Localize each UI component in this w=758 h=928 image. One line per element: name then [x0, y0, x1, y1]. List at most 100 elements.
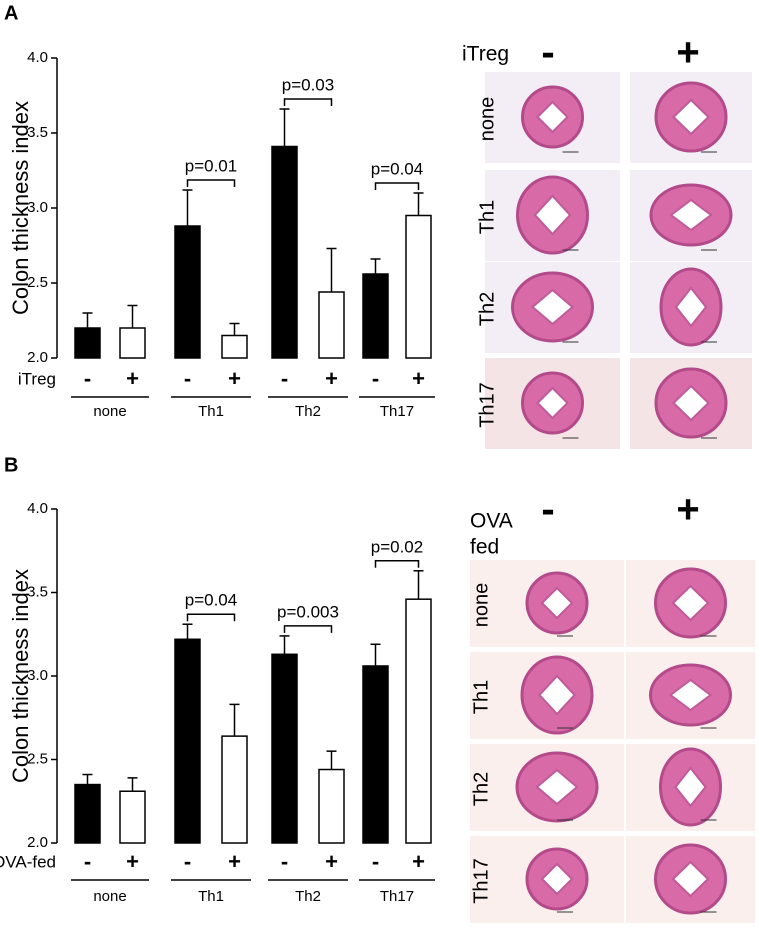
histology-row-label: Th17: [470, 858, 492, 904]
tissue-lumen: [540, 862, 574, 896]
bar: [362, 665, 389, 844]
y-tick-label: 2.5: [27, 750, 48, 767]
bar: [119, 790, 146, 844]
tissue-lumen: [671, 860, 710, 898]
y-axis-label: Colon thickness index: [8, 101, 33, 315]
bar: [271, 653, 298, 844]
tissue-lumen: [671, 584, 710, 622]
p-value: p=0.003: [277, 602, 339, 621]
significance-bracket: [374, 560, 420, 568]
y-tick-label: 2.5: [27, 274, 48, 291]
significance-bracket: [186, 613, 236, 622]
x-tick-label: -: [184, 849, 191, 874]
y-tick-label: 4.0: [27, 500, 48, 517]
panel-label: A: [4, 2, 18, 24]
x-tick-label: -: [281, 849, 288, 874]
bar: [318, 768, 345, 844]
tissue-lumen: [672, 384, 710, 422]
bar: [271, 145, 298, 359]
x-tick-label: +: [412, 366, 425, 391]
histology-header: fed: [470, 536, 499, 559]
tissue-lumen: [669, 198, 713, 232]
x-tick-label: +: [412, 849, 425, 874]
x-tick-label: +: [126, 849, 139, 874]
x-axis-label: OVA-fed: [0, 852, 56, 871]
bar: [74, 327, 101, 359]
x-tick-label: -: [372, 849, 379, 874]
y-tick-label: 3.5: [27, 124, 48, 141]
y-tick-label: 2.0: [27, 834, 48, 851]
histology-row-label: none: [470, 583, 492, 628]
tissue-lumen: [533, 194, 572, 236]
tissue-lumen: [536, 100, 569, 134]
histology-row-label: none: [476, 97, 498, 142]
bar: [174, 225, 201, 359]
group-label: Th17: [380, 888, 414, 905]
histology-row-label: Th17: [476, 382, 498, 428]
histology-column: +: [676, 488, 699, 532]
bar: [405, 214, 432, 359]
significance-bracket: [283, 625, 333, 633]
group-label: none: [93, 403, 126, 420]
tissue-lumen: [535, 768, 579, 806]
group-label: none: [93, 888, 126, 905]
tissue-lumen: [540, 586, 574, 620]
significance-bracket: [374, 182, 420, 190]
x-tick-label: -: [84, 849, 91, 874]
bar: [405, 598, 432, 844]
bar: [221, 334, 248, 359]
x-tick-label: +: [228, 366, 241, 391]
x-tick-label: -: [184, 366, 191, 391]
significance-bracket: [283, 98, 333, 106]
group-label: Th1: [198, 403, 224, 420]
histology-header: OVA: [470, 510, 513, 533]
p-value: p=0.02: [371, 537, 423, 556]
bar: [74, 783, 101, 844]
y-tick-label: 4.0: [27, 49, 48, 66]
x-tick-label: +: [228, 849, 241, 874]
bar: [362, 273, 389, 359]
tissue-lumen: [674, 766, 707, 808]
p-value: p=0.04: [371, 159, 423, 178]
histology-column: -: [541, 31, 554, 75]
histology-row-label: Th2: [470, 772, 492, 806]
bar: [318, 291, 345, 359]
bar: [221, 735, 248, 844]
bar: [119, 327, 146, 359]
y-tick-label: 3.0: [27, 667, 48, 684]
x-tick-label: -: [84, 366, 91, 391]
x-tick-label: +: [325, 366, 338, 391]
histology-column: +: [676, 31, 699, 75]
x-tick-label: +: [325, 849, 338, 874]
x-axis-label: iTreg: [18, 369, 56, 388]
group-label: Th1: [198, 888, 224, 905]
p-value: p=0.04: [185, 591, 237, 610]
histology-row-label: Th1: [476, 200, 498, 234]
y-tick-label: 3.0: [27, 199, 48, 216]
tissue-lumen: [536, 386, 569, 420]
tissue-lumen: [674, 286, 708, 328]
group-label: Th2: [295, 403, 321, 420]
y-axis-label: Colon thickness index: [8, 569, 33, 783]
tissue-lumen: [538, 674, 576, 716]
bar: [174, 638, 201, 844]
histology-header: iTreg: [462, 43, 509, 66]
significance-bracket: [186, 179, 236, 187]
histology-row-label: Th2: [476, 292, 498, 326]
y-tick-label: 3.5: [27, 583, 48, 600]
group-label: Th17: [380, 403, 414, 420]
p-value: p=0.03: [282, 75, 334, 94]
x-tick-label: +: [126, 366, 139, 391]
p-value: p=0.01: [185, 156, 237, 175]
histology-row-label: Th1: [470, 680, 492, 714]
x-tick-label: -: [372, 366, 379, 391]
group-label: Th2: [295, 888, 321, 905]
histology-column: -: [541, 488, 554, 532]
panel-label: B: [4, 454, 18, 476]
x-tick-label: -: [281, 366, 288, 391]
y-tick-label: 2.0: [27, 349, 48, 366]
tissue-lumen: [672, 98, 710, 136]
tissue-lumen: [530, 288, 575, 326]
tissue-lumen: [668, 678, 713, 712]
